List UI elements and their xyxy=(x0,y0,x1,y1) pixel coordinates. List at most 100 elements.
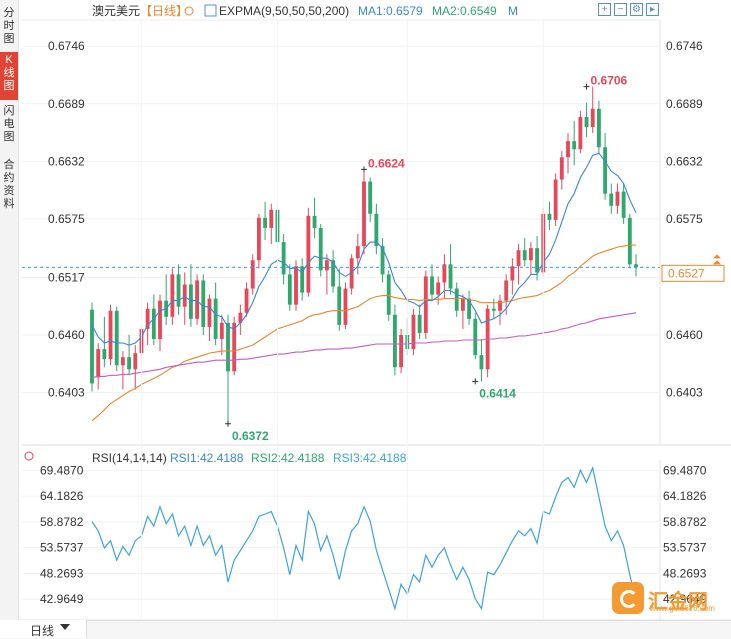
high-annotation: 0.6706 xyxy=(591,74,628,88)
candle-body xyxy=(170,274,175,317)
chevron-down-icon[interactable] xyxy=(60,624,70,630)
rsi-tick-right: 58.8782 xyxy=(663,515,707,529)
rsi-tick-right: 42.9649 xyxy=(663,592,707,606)
candles xyxy=(90,86,638,424)
annotation-marker xyxy=(583,83,590,90)
rsi-grid xyxy=(22,469,660,600)
price-axis-left: 0.6746 0.6689 0.6632 0.6575 0.6517 0.6460 0.64… xyxy=(48,39,85,399)
rsi1-value: RSI1:42.4188 xyxy=(170,451,244,465)
price-tick-left: 0.6689 xyxy=(48,97,85,111)
candle-body xyxy=(584,116,589,128)
candle-body xyxy=(287,274,292,305)
candle-body xyxy=(504,280,509,301)
candle-body xyxy=(609,193,614,206)
price-tick-left: 0.6517 xyxy=(48,270,85,284)
candle-body xyxy=(232,322,237,372)
watermark-text: 汇金网 xyxy=(648,591,708,613)
candle-body xyxy=(491,308,496,311)
candle-body xyxy=(343,288,348,325)
rsi-settings-icon[interactable] xyxy=(24,451,34,461)
zoom-in-icon[interactable]: + xyxy=(598,3,611,16)
current-price-tag xyxy=(661,264,725,282)
rsi-tick-right: 53.5737 xyxy=(663,541,707,555)
period-toggle-icon[interactable] xyxy=(184,6,194,16)
candle-body xyxy=(467,298,472,319)
candle-body xyxy=(250,260,255,289)
candle-body xyxy=(349,258,354,289)
side-tab-bar: 分 时 图 K 线 图闪 电 图合 约 资 料 xyxy=(0,0,19,620)
price-tick-left: 0.6632 xyxy=(48,154,85,168)
candle-body xyxy=(436,282,441,295)
candle-body xyxy=(473,318,478,356)
candle-body xyxy=(572,141,577,150)
candle-body xyxy=(442,264,447,283)
indicator-settings-icon[interactable] xyxy=(204,4,217,17)
price-tick-right: 0.6689 xyxy=(666,97,703,111)
candle-body xyxy=(423,276,428,333)
side-tab-2[interactable]: 闪 电 图 xyxy=(3,105,15,143)
candle-body xyxy=(566,141,570,158)
side-tab-3[interactable]: 合 约 资 料 xyxy=(3,159,15,210)
ma1-line xyxy=(91,152,637,346)
price-tick-right: 0.6575 xyxy=(666,212,703,226)
candle-body xyxy=(479,355,484,370)
candle-body xyxy=(516,250,521,267)
ma3-marker: M xyxy=(508,4,518,18)
price-tick-left: 0.6575 xyxy=(48,212,85,226)
forward-icon[interactable]: ▸ xyxy=(646,3,659,16)
candle-body xyxy=(417,314,422,333)
zoom-out-icon[interactable]: − xyxy=(614,3,627,16)
candle-body xyxy=(448,264,453,289)
price-tick-right: 0.6460 xyxy=(666,328,703,342)
period-label: 【日线】 xyxy=(140,4,188,18)
annotation-marker xyxy=(361,166,367,173)
rsi-tick-left: 48.2693 xyxy=(40,566,84,580)
candle-body xyxy=(386,274,391,315)
candle-body xyxy=(127,357,132,370)
ma-lines xyxy=(91,152,637,422)
candle-body xyxy=(615,191,620,206)
trough-annotation: 0.6414 xyxy=(479,386,516,400)
price-arrow-icon xyxy=(713,254,721,265)
ma2-line xyxy=(91,244,636,422)
candle-body xyxy=(547,213,552,220)
side-tab-1[interactable]: K 线 图 xyxy=(0,52,18,100)
rsi3-value: RSI3:42.4188 xyxy=(333,451,407,465)
candle-body xyxy=(634,264,638,268)
candle-body xyxy=(331,260,336,287)
candle-body xyxy=(430,276,434,295)
candle-body xyxy=(96,349,101,378)
candle-body xyxy=(207,298,212,327)
ma2-value: MA2:0.6549 xyxy=(432,4,497,18)
candle-body xyxy=(380,246,385,275)
candle-body xyxy=(256,217,261,261)
annotation-marker xyxy=(472,378,479,385)
low-annotation: 0.6372 xyxy=(232,429,269,443)
chart-header: 澳元美元 【日线】 EXPMA(9,50,50,50,200) MA1:0.65… xyxy=(92,4,518,18)
bottom-bar xyxy=(0,620,731,639)
watermark: 汇金网 www.gold678.com xyxy=(612,582,715,614)
indicator-name: EXPMA(9,50,50,50,200) xyxy=(219,4,349,18)
settings-icon[interactable]: ⚙ xyxy=(630,3,643,16)
candle-body xyxy=(238,312,243,323)
rsi2-value: RSI2:42.4188 xyxy=(251,451,325,465)
candle-body xyxy=(244,288,249,313)
candle-body xyxy=(510,266,515,281)
side-tab-0[interactable]: 分 时 图 xyxy=(3,7,15,45)
rsi-axis-left: 69.4870 64.1826 58.8782 53.5737 48.2693 42.96… xyxy=(40,463,84,606)
candle-body xyxy=(535,248,540,273)
candle-body xyxy=(195,280,200,319)
price-tick-left: 0.6403 xyxy=(48,386,85,400)
price-tick-left: 0.6460 xyxy=(48,328,85,342)
candle-body xyxy=(158,300,162,340)
current-price-text: 0.6527 xyxy=(668,266,705,280)
price-annotations: 0.6706 0.6624 0.6372 0.6414 xyxy=(225,74,628,443)
candle-body xyxy=(114,310,119,366)
rsi-tick-left: 64.1826 xyxy=(40,489,84,503)
ma1-value: MA1:0.6579 xyxy=(358,4,423,18)
candle-body xyxy=(596,108,601,148)
candle-body xyxy=(312,215,317,228)
rsi-tick-left: 42.9649 xyxy=(40,592,84,606)
candle-body xyxy=(324,260,329,271)
